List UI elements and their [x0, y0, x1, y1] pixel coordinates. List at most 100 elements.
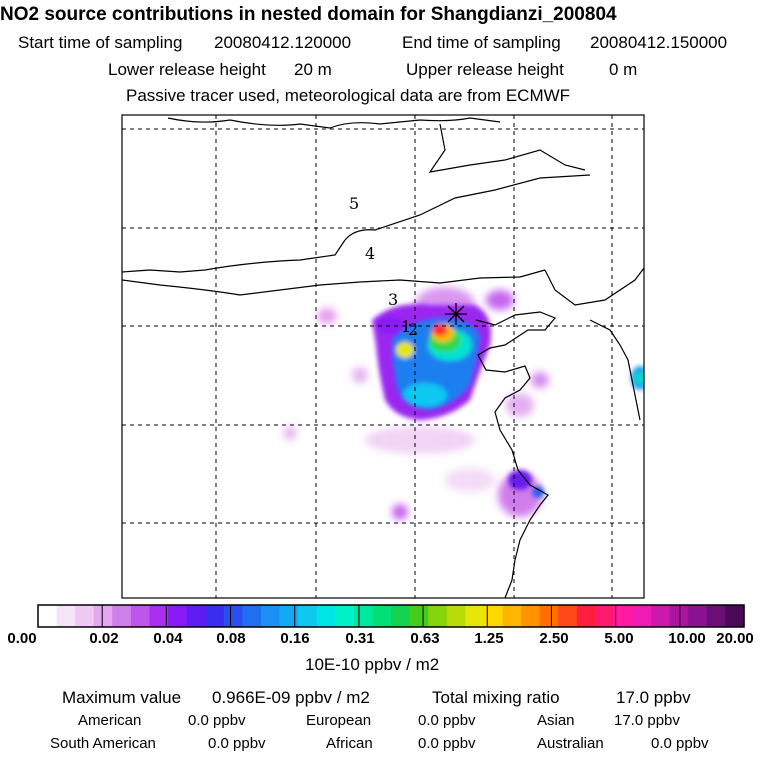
upper-height-label: Upper release height: [406, 60, 564, 79]
contour-label: 2: [408, 320, 418, 339]
region-value: 0.0 ppbv: [188, 712, 246, 729]
colorbar-tick: 10.00: [668, 630, 706, 647]
colorbar-swatch: [353, 605, 374, 627]
colorbar-swatch: [93, 605, 113, 627]
region-value: 17.0 ppbv: [614, 712, 680, 729]
concentration-field: [122, 117, 644, 598]
coast-east: [475, 311, 556, 598]
colorbar-swatch: [725, 605, 745, 627]
region-value: 0.0 ppbv: [651, 735, 709, 752]
colorbar-swatch: [205, 605, 225, 627]
colorbar-tick: 0.16: [280, 630, 310, 647]
colorbar-tick: 0.31: [345, 630, 375, 647]
colorbar-swatch: [483, 605, 504, 627]
colorbar-swatch: [521, 605, 541, 627]
colorbar-swatch: [391, 605, 411, 627]
colorbar-unit: 10E-10 ppbv / m2: [305, 655, 440, 674]
contour-label: 3: [388, 290, 398, 309]
upper-height-value: 0 m: [609, 60, 638, 79]
border-northeast: [428, 123, 586, 173]
colorbar-swatch: [465, 605, 485, 627]
contour-labels: 5 4 3 1 2: [349, 194, 418, 339]
end-time-label: End time of sampling: [402, 33, 561, 52]
contour-label: 1: [401, 317, 411, 336]
colorbar-swatch: [279, 605, 299, 627]
coast-northeast: [544, 267, 644, 306]
colorbar-swatch: [613, 605, 634, 627]
total-mixing-label: Total mixing ratio: [432, 688, 560, 707]
coast-peninsula: [589, 319, 641, 421]
colorbar-swatch: [446, 605, 466, 627]
total-mixing-value: 17.0 ppbv: [616, 688, 691, 707]
border-middle: [344, 174, 591, 241]
colorbar-swatch: [428, 605, 448, 627]
colorbar-swatch: [75, 605, 95, 627]
colorbar-swatch: [651, 605, 671, 627]
colorbar-swatch: [168, 605, 188, 627]
region-label: African: [326, 735, 373, 752]
colorbar-tick: 20.00: [716, 630, 754, 647]
colorbar-frame: [37, 604, 745, 628]
max-value: 0.966E-09 ppbv / m2: [212, 688, 370, 707]
region-value: 0.0 ppbv: [208, 735, 266, 752]
colorbar-swatch: [502, 605, 522, 627]
colorbar: [38, 605, 745, 627]
colorbar-swatch: [576, 605, 596, 627]
map-frame: [121, 114, 645, 599]
colorbar-tick: 5.00: [604, 630, 634, 647]
region-label: Australian: [537, 735, 604, 752]
colorbar-swatch: [688, 605, 708, 627]
high-value-areas: [392, 318, 644, 498]
chart-title: NO2 source contributions in nested domai…: [0, 4, 617, 25]
colorbar-swatch: [372, 605, 392, 627]
colorbar-tick: 0.00: [7, 630, 37, 647]
start-time-label: Start time of sampling: [18, 33, 183, 52]
tracer-note: Passive tracer used, meteorological data…: [126, 86, 571, 105]
contour-label: 4: [365, 244, 375, 263]
border-west: [122, 239, 346, 273]
lower-height-label: Lower release height: [108, 60, 266, 79]
region-label: South American: [50, 735, 156, 752]
colorbar-tick: 0.02: [89, 630, 119, 647]
colorbar-swatch: [56, 605, 76, 627]
colorbar-swatch: [38, 605, 58, 627]
region-value: 0.0 ppbv: [418, 712, 476, 729]
colorbar-swatch: [595, 605, 615, 627]
colorbar-swatch: [706, 605, 727, 627]
colorbar-swatch: [112, 605, 132, 627]
grid: [122, 115, 644, 598]
colorbar-swatch: [298, 605, 318, 627]
border-north: [167, 117, 501, 129]
colorbar-tick: 1.25: [474, 630, 504, 647]
colorbar-tick: 0.63: [410, 630, 440, 647]
colorbar-swatch: [316, 605, 336, 627]
colorbar-swatch: [669, 605, 689, 627]
colorbar-swatch: [558, 605, 578, 627]
coastlines: [122, 117, 644, 598]
border-south: [122, 269, 546, 296]
region-value: 0.0 ppbv: [418, 735, 476, 752]
region-label: European: [306, 712, 372, 729]
colorbar-swatch: [130, 605, 151, 627]
colorbar-swatch: [223, 605, 243, 627]
colorbar-tick: 2.50: [539, 630, 569, 647]
colorbar-swatch: [632, 605, 652, 627]
contour-label: 5: [349, 194, 359, 213]
colorbar-swatch: [242, 605, 262, 627]
max-value-label: Maximum value: [62, 688, 182, 707]
colorbar-tick: 0.04: [153, 630, 183, 647]
region-label: Asian: [537, 712, 575, 729]
end-time-value: 20080412.150000: [590, 33, 728, 52]
colorbar-swatch: [149, 605, 169, 627]
colorbar-swatch: [409, 605, 429, 627]
lower-height-value: 20 m: [294, 60, 332, 79]
region-label: American: [78, 712, 142, 729]
colorbar-swatch: [539, 605, 559, 627]
start-time-value: 20080412.120000: [214, 33, 352, 52]
colorbar-swatch: [335, 605, 355, 627]
colorbar-swatch: [260, 605, 281, 627]
colorbar-tick: 0.08: [216, 630, 246, 647]
station-asterisk-icon: [445, 303, 467, 325]
colorbar-swatch: [186, 605, 206, 627]
